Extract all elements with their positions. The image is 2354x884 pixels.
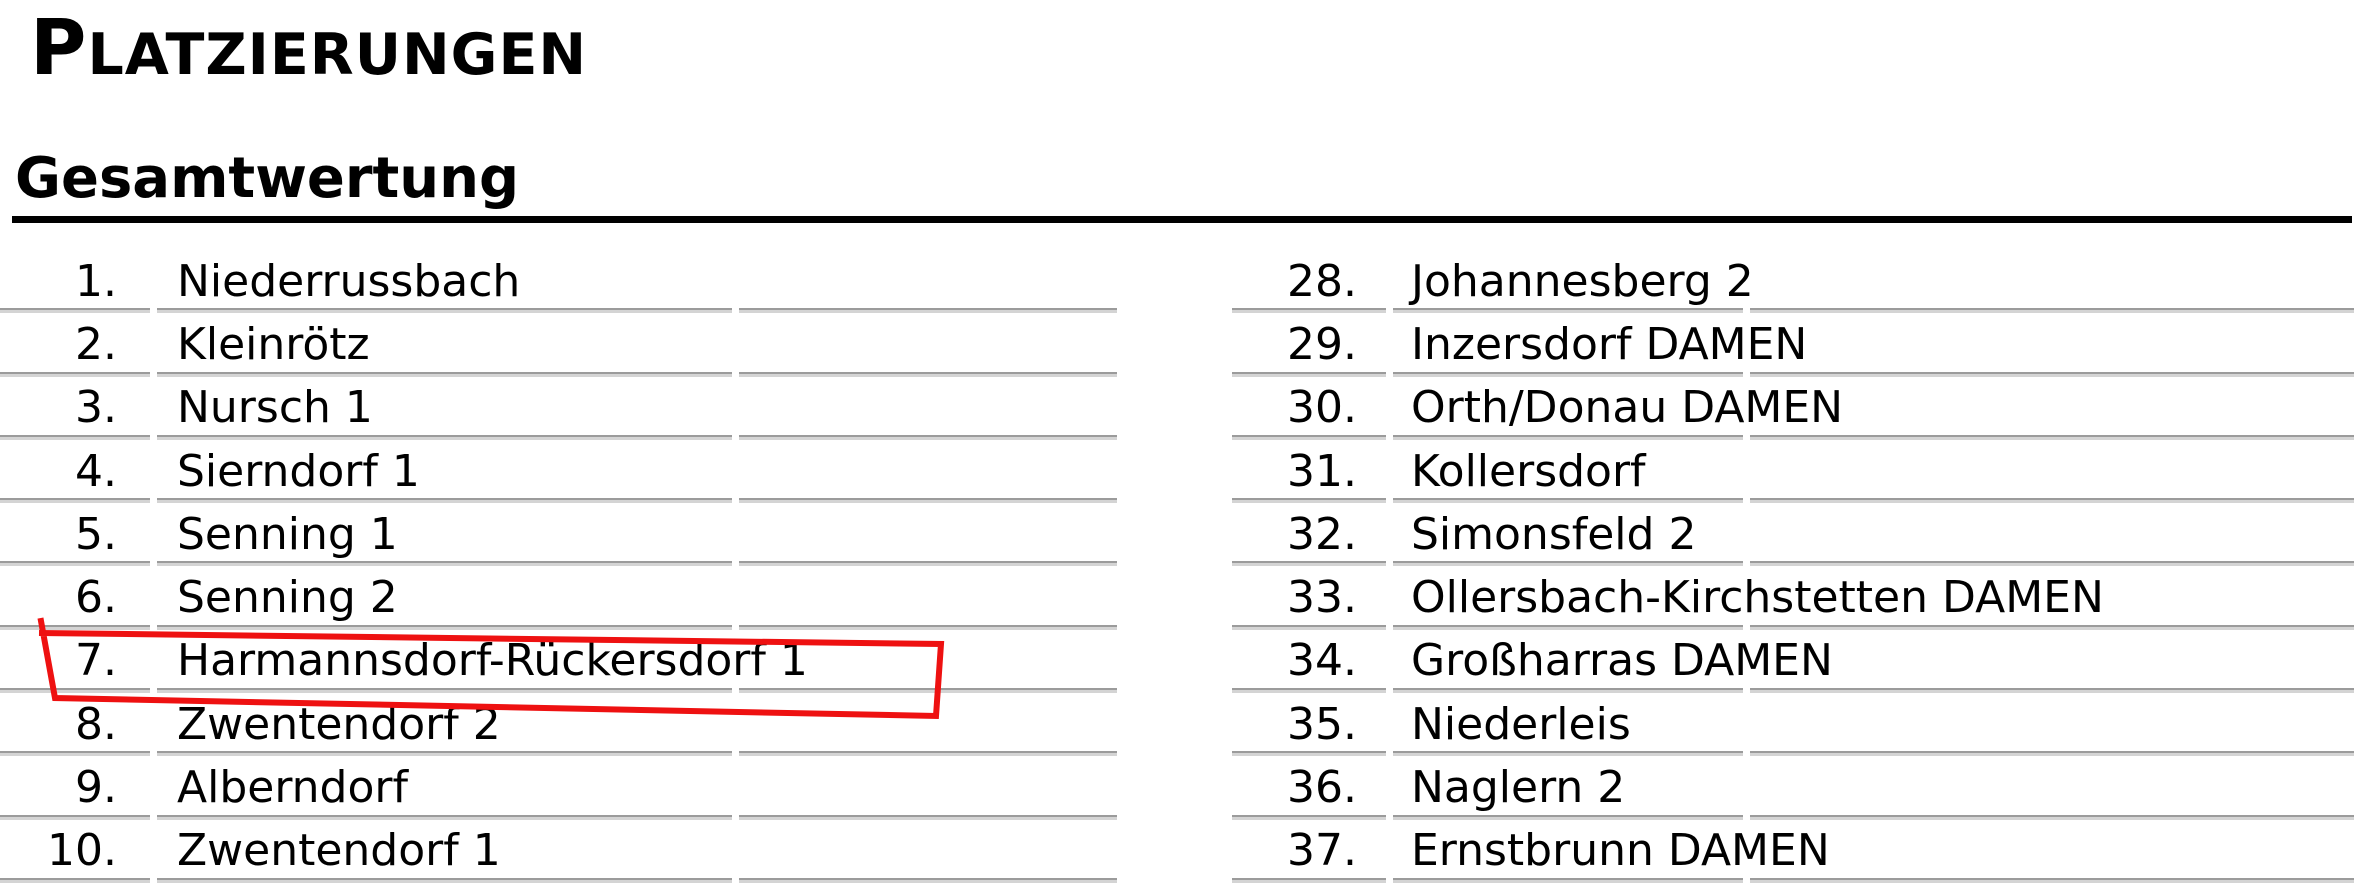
row-divider-dark-line [0,371,1117,374]
ranking-team-name: Kleinrötz [177,318,370,370]
ranking-rank: 7. [75,635,117,687]
ranking-row: 6. Senning 2 [0,566,1117,630]
row-divider-dark-line [1232,561,2354,564]
ranking-rank: 36. [1287,762,1357,814]
row-divider-dark-line [0,498,1117,501]
ranking-team-name: Kollersdorf [1411,445,1646,497]
row-divider-dark-line [0,877,1117,880]
ranking-rank: 10. [47,825,117,877]
row-divider-dark-line [0,688,1117,691]
ranking-rank: 33. [1287,572,1357,624]
ranking-row: 10. Zwentendorf 1 [0,820,1117,883]
ranking-rank: 5. [75,508,117,560]
row-divider-dark-line [1232,624,2354,627]
row-divider-dark-line [0,561,1117,564]
ranking-row: 37. Ernstbrunn DAMEN [1232,820,2354,883]
ranking-rank: 6. [75,572,117,624]
ranking-rank: 30. [1287,382,1357,434]
ranking-rank: 1. [75,255,117,307]
row-divider-dark-line [1232,688,2354,691]
ranking-rank: 35. [1287,698,1357,750]
ranking-team-name: Alberndorf [177,762,408,814]
ranking-row: 32. Simonsfeld 2 [1232,503,2354,567]
ranking-rank: 34. [1287,635,1357,687]
row-divider-dark-line [1232,814,2354,817]
row-divider-dark-line [1232,498,2354,501]
row-divider-dark-line [1232,434,2354,437]
page-title-initial: P [30,4,88,93]
ranking-row: 2. Kleinrötz [0,313,1117,377]
ranking-team-name: Naglern 2 [1411,762,1626,814]
row-divider-dark-line [1232,371,2354,374]
ranking-team-name: Ollersbach-Kirchstetten DAMEN [1411,572,2104,624]
row-divider-dark-line [1232,308,2354,311]
ranking-team-name: Niederrussbach [177,255,521,307]
ranking-team-name: Inzersdorf DAMEN [1411,318,1808,370]
page-title: P LATZIERUNGEN [30,10,587,89]
ranking-rank: 3. [75,382,117,434]
ranking-team-name: Zwentendorf 1 [177,825,501,877]
row-divider-dark-line [0,624,1117,627]
ranking-row: 4. Sierndorf 1 [0,440,1117,504]
ranking-rank: 28. [1287,255,1357,307]
ranking-team-name: Sierndorf 1 [177,445,420,497]
row-divider-dark-line [1232,751,2354,754]
row-divider-light-line [1232,879,2354,883]
ranking-team-name: Johannesberg 2 [1411,255,1754,307]
row-divider-dark-line [0,434,1117,437]
ranking-row: 31. Kollersdorf [1232,440,2354,504]
ranking-rank: 31. [1287,445,1357,497]
ranking-team-name: Simonsfeld 2 [1411,508,1697,560]
section-heading: Gesamtwertung [15,146,520,211]
ranking-team-name: Niederleis [1411,698,1631,750]
ranking-team-name: Nursch 1 [177,382,373,434]
ranking-rank: 29. [1287,318,1357,370]
row-divider-dark-line [0,814,1117,817]
heading-rule [12,216,2352,223]
ranking-team-name: Zwentendorf 2 [177,698,501,750]
ranking-row: 35. Niederleis [1232,693,2354,757]
ranking-row: 8. Zwentendorf 2 [0,693,1117,757]
ranking-team-name: Großharras DAMEN [1411,635,1833,687]
ranking-row: 1. Niederrussbach [0,250,1117,314]
row-divider [0,877,1117,883]
row-divider-dark-line [0,751,1117,754]
ranking-rank: 37. [1287,825,1357,877]
ranking-team-name: Senning 2 [177,572,398,624]
ranking-row: 34. Großharras DAMEN [1232,630,2354,694]
ranking-row: 36. Naglern 2 [1232,756,2354,820]
ranking-rank: 9. [75,762,117,814]
ranking-team-name: Senning 1 [177,508,398,560]
row-divider [1232,877,2354,883]
ranking-team-name: Ernstbrunn DAMEN [1411,825,1830,877]
ranking-team-name: Orth/Donau DAMEN [1411,382,1844,434]
ranking-column-right: 28. Johannesberg 2 29. Inzersdorf DAMEN … [1232,250,2354,883]
ranking-rank: 2. [75,318,117,370]
ranking-row: 3. Nursch 1 [0,377,1117,440]
ranking-row: 33. Ollersbach-Kirchstetten DAMEN [1232,566,2354,630]
page-title-rest: LATZIERUNGEN [87,22,588,88]
ranking-team-name: Harmannsdorf-Rückersdorf 1 [177,635,808,687]
row-divider-light-line [0,879,1117,883]
ranking-row: 29. Inzersdorf DAMEN [1232,313,2354,377]
ranking-row: 30. Orth/Donau DAMEN [1232,377,2354,440]
ranking-rank: 8. [75,698,117,750]
row-divider-dark-line [1232,877,2354,880]
ranking-column-left: 1. Niederrussbach 2. Kleinrötz 3. Nursch… [0,250,1117,883]
ranking-rank: 32. [1287,508,1357,560]
row-divider-dark-line [0,308,1117,311]
ranking-row: 9. Alberndorf [0,756,1117,820]
ranking-row-highlighted: 7. Harmannsdorf-Rückersdorf 1 [0,630,1117,694]
ranking-row: 5. Senning 1 [0,503,1117,567]
ranking-rank: 4. [75,445,117,497]
ranking-row: 28. Johannesberg 2 [1232,250,2354,314]
